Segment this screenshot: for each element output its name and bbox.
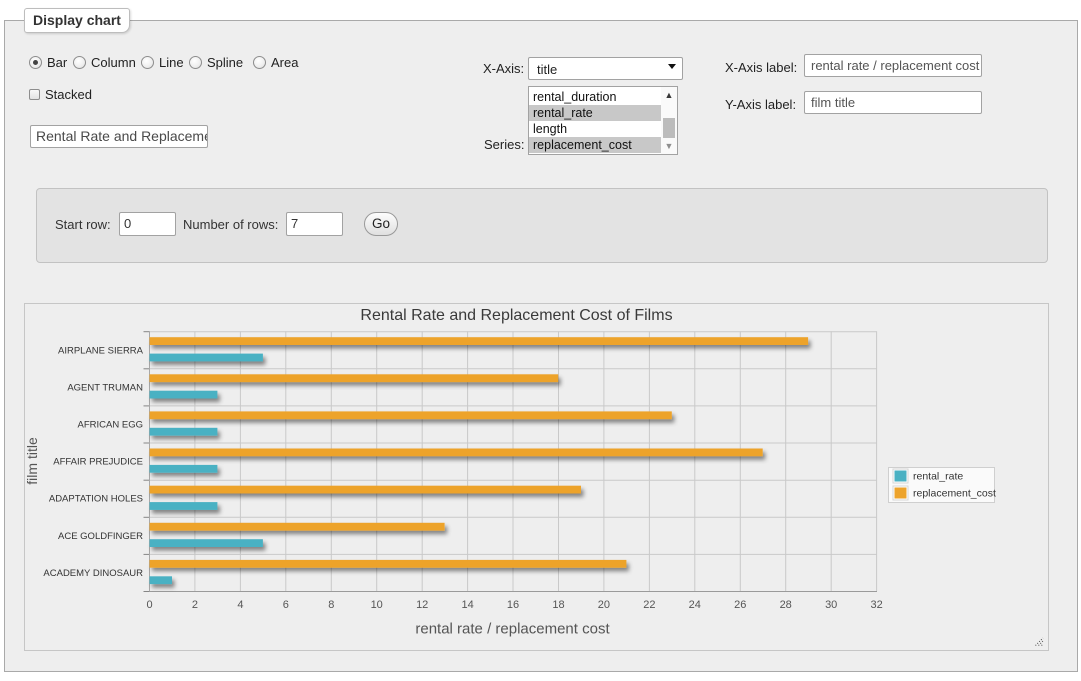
svg-text:8: 8: [328, 599, 334, 611]
svg-text:24: 24: [689, 599, 701, 611]
svg-text:0: 0: [146, 599, 152, 611]
svg-text:32: 32: [870, 599, 882, 611]
svg-text:26: 26: [734, 599, 746, 611]
svg-text:ACE GOLDFINGER: ACE GOLDFINGER: [58, 531, 143, 542]
svg-text:16: 16: [507, 599, 519, 611]
svg-text:6: 6: [283, 599, 289, 611]
svg-text:film title: film title: [25, 437, 40, 485]
svg-text:12: 12: [416, 599, 428, 611]
svg-text:2: 2: [192, 599, 198, 611]
svg-text:AFRICAN EGG: AFRICAN EGG: [78, 420, 143, 431]
svg-text:20: 20: [598, 599, 610, 611]
svg-text:4: 4: [237, 599, 243, 611]
svg-text:10: 10: [371, 599, 383, 611]
svg-text:ADAPTATION HOLES: ADAPTATION HOLES: [49, 494, 143, 505]
svg-text:ACADEMY DINOSAUR: ACADEMY DINOSAUR: [43, 568, 143, 579]
svg-text:30: 30: [825, 599, 837, 611]
svg-text:AFFAIR PREJUDICE: AFFAIR PREJUDICE: [53, 457, 143, 468]
svg-text:Rental Rate and Replacement Co: Rental Rate and Replacement Cost of Film…: [360, 307, 672, 324]
svg-text:rental rate / replacement cost: rental rate / replacement cost: [415, 621, 610, 638]
svg-text:22: 22: [643, 599, 655, 611]
svg-text:14: 14: [461, 599, 473, 611]
svg-text:replacement_cost: replacement_cost: [913, 488, 996, 500]
svg-text:28: 28: [780, 599, 792, 611]
svg-text:AIRPLANE SIERRA: AIRPLANE SIERRA: [58, 345, 144, 356]
svg-text:AGENT TRUMAN: AGENT TRUMAN: [67, 382, 143, 393]
svg-text:18: 18: [552, 599, 564, 611]
svg-text:rental_rate: rental_rate: [913, 471, 963, 483]
